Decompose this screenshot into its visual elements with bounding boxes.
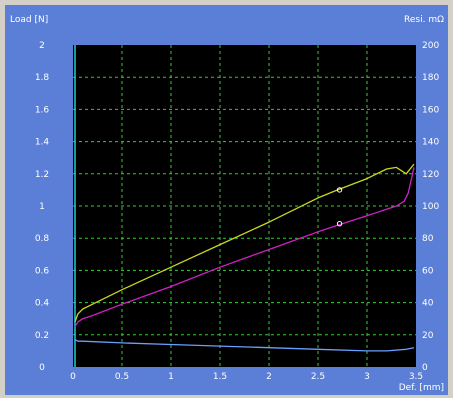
x-tick-label: 0.5 xyxy=(115,372,129,382)
series-line-2 xyxy=(74,167,415,328)
x-tick-label: 3 xyxy=(364,372,370,382)
y-left-tick-label: 1.4 xyxy=(35,138,50,148)
y-right-tick-label: 180 xyxy=(422,73,439,83)
y-left-tick-label: 1.6 xyxy=(35,105,50,115)
x-tick-label: 1 xyxy=(168,372,174,382)
plot-area xyxy=(73,45,416,367)
y-axis-left-label: Load [N] xyxy=(10,15,48,25)
cursor-marker xyxy=(336,187,343,193)
grid-lines xyxy=(73,45,416,367)
series-line-1 xyxy=(74,163,415,323)
y-right-tick-label: 80 xyxy=(422,234,434,244)
y-axis-right-label: Resi. mΩ xyxy=(404,15,444,25)
series-line-3 xyxy=(74,339,415,352)
y-left-tick-label: 0.8 xyxy=(35,234,50,244)
y-left-tick-label: 0.2 xyxy=(35,331,49,341)
x-axis-label: Def. [mm] xyxy=(399,383,444,393)
y-right-tick-label: 200 xyxy=(422,41,439,51)
tick-labels: 0 0.5 1 1.5 2 2.5 3 3.500.20.40.60.811.21.41.61… xyxy=(35,41,440,382)
marker-layer xyxy=(336,187,343,227)
y-right-tick-label: 40 xyxy=(422,299,434,309)
cursor-marker xyxy=(336,221,343,227)
x-tick-label: 3.5 xyxy=(409,372,423,382)
series-layer xyxy=(74,163,415,352)
y-right-tick-label: 20 xyxy=(422,331,434,341)
y-right-tick-label: 0 xyxy=(422,363,428,373)
y-left-tick-label: 1.2 xyxy=(35,170,49,180)
y-left-tick-label: 0.6 xyxy=(35,266,50,276)
x-tick-label: 2.5 xyxy=(311,372,325,382)
x-tick-label: 0 xyxy=(70,372,76,382)
y-left-tick-label: 1.8 xyxy=(35,73,50,83)
y-right-tick-label: 160 xyxy=(422,105,439,115)
y-right-tick-label: 100 xyxy=(422,202,439,212)
y-left-tick-label: 0.4 xyxy=(35,299,50,309)
y-left-tick-label: 0 xyxy=(39,363,45,373)
y-right-tick-label: 140 xyxy=(422,138,439,148)
y-right-tick-label: 120 xyxy=(422,170,439,180)
y-right-tick-label: 60 xyxy=(422,266,434,276)
x-tick-label: 2 xyxy=(266,372,272,382)
y-left-tick-label: 1 xyxy=(39,202,45,212)
y-left-tick-label: 2 xyxy=(39,41,45,51)
x-tick-label: 1.5 xyxy=(213,372,227,382)
